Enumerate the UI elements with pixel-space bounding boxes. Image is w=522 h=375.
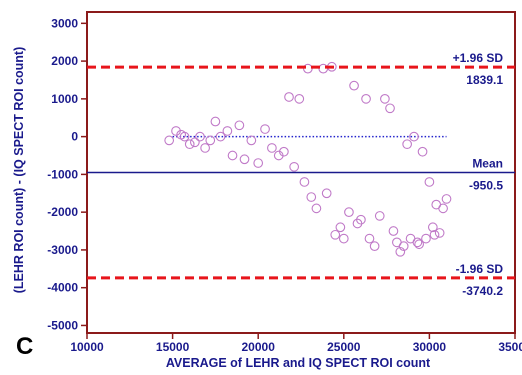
data-point [409,131,419,142]
y-tick-label: 3000 [51,16,78,30]
upper-sd-value-label: 1839.1 [466,73,503,87]
y-tick-label: -4000 [47,281,78,295]
x-tick-label: 25000 [327,340,361,354]
data-point [388,226,399,236]
data-point [349,80,359,91]
data-point [402,139,412,150]
data-point [311,203,322,214]
data-point [412,237,423,248]
data-point [222,126,233,136]
data-point [190,137,200,148]
x-tick-label: 10000 [70,340,104,354]
data-point [227,150,238,161]
x-tick-label: 15000 [156,340,190,354]
y-tick-label: 1000 [51,92,78,106]
y-tick-label: -3000 [47,243,78,257]
data-point [380,94,390,104]
axes: 3000200010000-1000-2000-3000-4000-500010… [47,16,522,354]
data-point [253,158,264,168]
data-point [179,131,190,142]
x-tick-label: 20000 [242,340,276,354]
data-point [234,120,245,131]
mean-name-label: Mean [472,157,503,171]
panel-label: C [16,333,33,360]
data-point [205,135,216,146]
data-point [246,135,257,146]
data-point [164,135,175,146]
data-point [434,228,445,238]
data-point [374,211,385,221]
x-axis-title: AVERAGE of LEHR and IQ SPECT ROI count [166,356,431,370]
data-point [299,177,310,187]
data-point [338,233,349,244]
data-point [289,161,300,172]
y-tick-label: 2000 [51,54,78,68]
upper-sd-name-label: +1.96 SD [453,51,504,65]
data-point [294,94,305,104]
data-point [267,143,277,153]
data-point [369,241,380,251]
data-point [424,177,435,187]
data-point [421,233,431,244]
data-point [184,139,195,150]
y-tick-label: -5000 [47,318,78,332]
data-point [429,229,440,240]
data-point [306,192,317,202]
data-point [335,222,346,233]
reference-lines: +1.96 SD 1839.1 Mean -950.5 -1.96 SD -3740.2 [87,51,515,298]
data-point [364,233,375,244]
data-point [200,143,210,153]
x-tick-label: 35000 [498,340,522,354]
x-tick-label: 30000 [413,340,447,354]
data-point [441,194,452,204]
y-tick-label: -1000 [47,167,78,181]
data-point [344,207,354,218]
data-point [210,116,221,127]
data-point [260,124,270,134]
data-point [361,94,371,104]
data-point [427,222,438,233]
data-point [284,92,294,102]
data-point [279,146,289,157]
y-tick-label: 0 [71,130,78,144]
data-point [195,131,205,142]
data-point [438,203,448,214]
y-axis-title: (LEHR ROI count) - (IQ SPECT ROI count) [12,47,26,294]
data-point [414,239,424,250]
data-point [321,188,332,199]
data-point [385,103,395,114]
data-point [330,229,341,240]
mean-value-label: -950.5 [469,179,503,193]
data-point [215,131,226,142]
data-point [417,146,428,157]
y-tick-label: -2000 [47,205,78,219]
data-points [164,61,452,257]
data-point [398,241,409,251]
lower-sd-value-label: -3740.2 [462,284,503,298]
data-point [395,246,406,257]
lower-sd-name-label: -1.96 SD [456,262,504,276]
data-point [356,214,366,225]
data-point [239,154,250,165]
